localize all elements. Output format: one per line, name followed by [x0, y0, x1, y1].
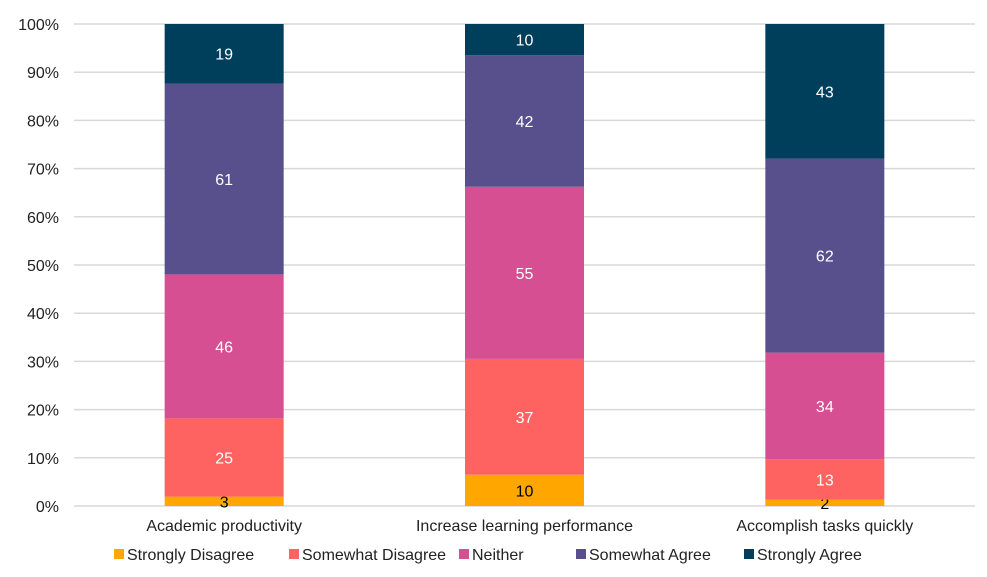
data-label: 55: [516, 266, 534, 283]
y-tick-label: 0%: [36, 499, 59, 516]
category-label: Academic productivity: [146, 518, 302, 535]
bar-segment: [465, 24, 584, 56]
bar-segment: [465, 186, 584, 359]
legend-swatch: [459, 549, 469, 559]
data-label: 34: [816, 399, 834, 416]
data-label: 25: [215, 450, 233, 467]
data-label: 37: [516, 410, 534, 427]
x-axis-categories: Academic productivity Increase learning p…: [146, 518, 913, 535]
bar-segment: [765, 499, 885, 506]
bar-segment: [164, 24, 284, 84]
y-tick-label: 90%: [27, 65, 59, 82]
legend-label: Strongly Agree: [757, 547, 862, 564]
legend-swatch: [744, 549, 754, 559]
data-label: 19: [215, 47, 233, 64]
bar-segment: [465, 358, 584, 475]
legend-swatch: [576, 549, 586, 559]
legend: Strongly Disagree Somewhat Disagree Neithe…: [114, 547, 862, 564]
bar-segment: [465, 474, 584, 506]
data-label: 62: [816, 249, 834, 266]
y-tick-label: 40%: [27, 306, 59, 323]
legend-swatch: [114, 549, 124, 559]
category-label: Increase learning performance: [416, 518, 633, 535]
bars: 3 25 46 61 19 10 37 55 42 10 2 13 34 62 43: [164, 24, 885, 513]
data-label: 10: [516, 483, 534, 500]
bar-segment: [164, 418, 284, 497]
y-tick-label: 60%: [27, 210, 59, 227]
legend-swatch: [289, 549, 299, 559]
y-axis-ticks: 0% 10% 20% 30% 40% 50% 60% 70% 80% 90% 100%: [18, 17, 59, 516]
legend-label: Neither: [472, 547, 524, 564]
data-label: 46: [215, 339, 233, 356]
data-label: 43: [816, 84, 834, 101]
bar-segment: [164, 274, 284, 419]
bar-segment: [765, 24, 885, 159]
y-tick-label: 30%: [27, 354, 59, 371]
y-tick-label: 20%: [27, 403, 59, 420]
y-tick-label: 10%: [27, 451, 59, 468]
bar-segment: [465, 55, 584, 187]
bar-segment: [765, 352, 885, 460]
data-label: 13: [816, 472, 834, 489]
data-label: 42: [516, 114, 534, 131]
data-label: 3: [220, 494, 229, 511]
y-tick-label: 50%: [27, 258, 59, 275]
bar-segment: [765, 459, 885, 500]
legend-label: Somewhat Disagree: [302, 547, 446, 564]
data-label: 10: [516, 33, 534, 50]
y-tick-label: 80%: [27, 113, 59, 130]
legend-label: Strongly Disagree: [127, 547, 254, 564]
legend-label: Somewhat Agree: [589, 547, 711, 564]
data-label: 61: [215, 172, 233, 189]
data-label: 2: [820, 496, 829, 513]
category-label: Accomplish tasks quickly: [736, 518, 913, 535]
y-tick-label: 70%: [27, 162, 59, 179]
bar-segment: [164, 83, 284, 275]
bar-segment: [164, 496, 284, 506]
bar-segment: [765, 158, 885, 353]
y-tick-label: 100%: [18, 17, 59, 34]
